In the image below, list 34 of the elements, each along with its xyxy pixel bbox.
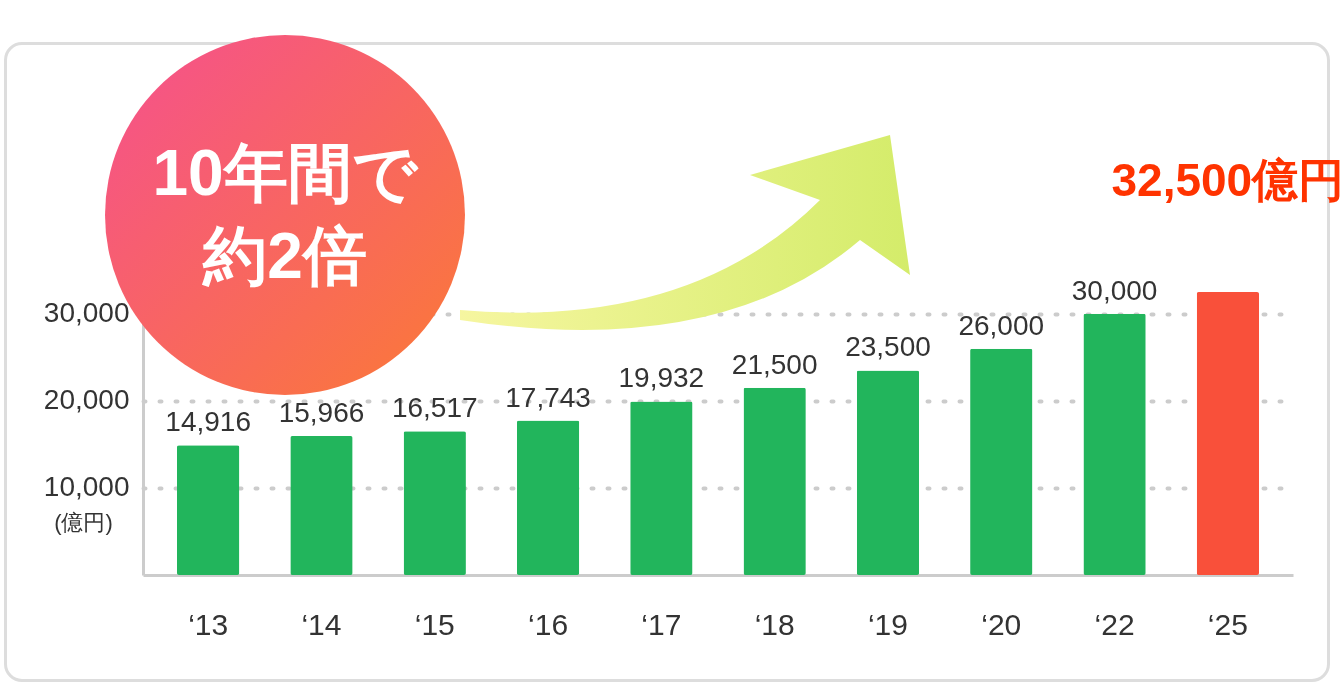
bar	[970, 348, 1033, 575]
x-tick-label: ‘15	[414, 607, 455, 641]
bar	[630, 401, 693, 575]
data-label: 23,500	[845, 331, 931, 363]
bar	[743, 387, 806, 575]
data-label: 17,743	[505, 381, 591, 413]
y-tick-label: 30,000	[43, 297, 130, 329]
x-tick-label: ‘22	[1094, 607, 1135, 641]
data-label: 21,500	[731, 348, 818, 380]
data-label: 26,000	[958, 309, 1045, 341]
bar	[1196, 292, 1260, 575]
x-tick-label: ‘19	[867, 607, 908, 641]
x-tick-label: ‘18	[754, 607, 795, 641]
data-label: 30,000	[1071, 274, 1158, 306]
data-label: 19,932	[618, 362, 705, 394]
bar	[1083, 313, 1146, 575]
y-tick-label: 20,000	[43, 384, 130, 416]
x-tick-label: ‘14	[301, 607, 342, 641]
x-tick-label: ‘20	[981, 607, 1022, 641]
x-tick-label: ‘16	[528, 607, 569, 641]
x-tick-label: ‘17	[641, 607, 682, 641]
x-tick-label: ‘25	[1207, 607, 1248, 641]
y-axis-title: (億円)	[54, 509, 113, 535]
bar	[176, 445, 240, 575]
bar	[856, 370, 920, 575]
x-tick-label: ‘13	[188, 607, 229, 641]
data-label: 14,916	[165, 406, 251, 438]
bar	[516, 420, 580, 575]
bar	[403, 431, 466, 575]
bar	[290, 436, 353, 575]
data-label: 16,517	[391, 392, 478, 424]
y-tick-label: 10,000	[43, 471, 130, 503]
data-label: 15,966	[278, 397, 365, 428]
annotation: 32,500億円	[1111, 154, 1340, 207]
